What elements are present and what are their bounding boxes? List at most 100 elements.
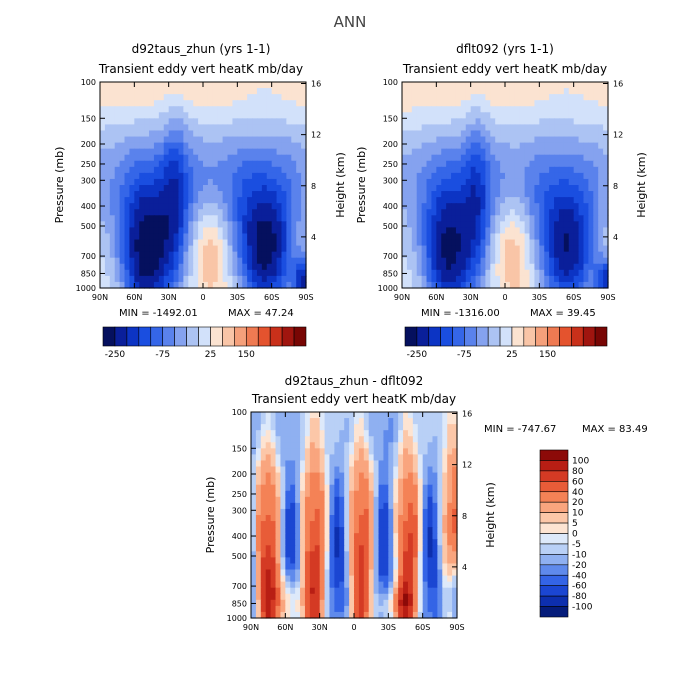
- heatmap-cell: [198, 136, 204, 144]
- heatmap-cell: [470, 197, 477, 204]
- heatmap-cell: [398, 460, 404, 468]
- heatmap-cell: [251, 496, 257, 504]
- heatmap-cell: [276, 100, 283, 107]
- heatmap-cell: [261, 106, 268, 113]
- heatmap-cell: [291, 106, 297, 113]
- heatmap-cell: [237, 178, 243, 186]
- heatmap-cell: [100, 130, 106, 138]
- heatmap-cell: [460, 263, 467, 271]
- heatmap-cell: [188, 275, 194, 283]
- heatmap-cell: [568, 112, 575, 119]
- heatmap-cell: [281, 142, 287, 150]
- heatmap-cell: [432, 611, 438, 619]
- heatmap-cell: [588, 275, 594, 283]
- heatmap-cell: [104, 281, 111, 289]
- heatmap-cell: [490, 221, 496, 229]
- heatmap-cell: [422, 587, 429, 595]
- heatmap-cell: [368, 466, 375, 474]
- heatmap-cell: [524, 82, 531, 89]
- heatmap-cell: [314, 593, 321, 601]
- heatmap-cell: [568, 239, 575, 247]
- heatmap-cell: [114, 191, 121, 198]
- heatmap-cell: [393, 508, 399, 516]
- heatmap-cell: [373, 539, 380, 546]
- heatmap-cell: [280, 605, 286, 613]
- heatmap-cell: [334, 418, 340, 425]
- heatmap-cell: [286, 239, 292, 247]
- heatmap-cell: [534, 281, 540, 289]
- heatmap-cell: [275, 515, 282, 522]
- heatmap-cell: [349, 545, 355, 552]
- heatmap-cell: [588, 197, 594, 204]
- heatmap-cell: [286, 281, 292, 289]
- heatmap-cell: [183, 154, 189, 162]
- heatmap-cell: [378, 605, 385, 613]
- heatmap-cell: [309, 575, 316, 583]
- heatmap-cell: [265, 478, 272, 486]
- heatmap-cell: [261, 124, 268, 132]
- heatmap-cell: [271, 166, 278, 174]
- heatmap-cell: [500, 263, 506, 271]
- heatmap-cell: [173, 118, 180, 126]
- heatmap-cell: [436, 160, 442, 168]
- heatmap-cell: [412, 430, 419, 437]
- heatmap-cell: [339, 557, 345, 565]
- heatmap-cell: [354, 502, 360, 510]
- heatmap-cell: [222, 100, 229, 107]
- heatmap-cell: [403, 466, 409, 474]
- heatmap-cell: [417, 424, 424, 431]
- heatmap-cell: [485, 178, 491, 186]
- heatmap-cell: [373, 557, 380, 565]
- heatmap-cell: [242, 106, 248, 113]
- heatmap-cell: [281, 215, 287, 222]
- heatmap-cell: [465, 88, 472, 95]
- heatmap-cell: [480, 166, 486, 174]
- heatmap-cell: [460, 233, 467, 241]
- heatmap-cell: [407, 605, 414, 613]
- heatmap-cell: [300, 521, 306, 528]
- heatmap-cell: [163, 227, 170, 235]
- heatmap-cell: [549, 94, 555, 101]
- heatmap-cell: [436, 82, 442, 89]
- heatmap-cell: [558, 239, 565, 247]
- heatmap-cell: [129, 215, 135, 222]
- heatmap-cell: [432, 478, 438, 486]
- heatmap-cell: [193, 257, 199, 265]
- heatmap-cell: [441, 185, 447, 192]
- heatmap-cell: [291, 94, 297, 101]
- heatmap-cell: [260, 563, 267, 571]
- heatmap-cell: [270, 508, 277, 516]
- heatmap-cell: [134, 118, 140, 126]
- heatmap-cell: [534, 166, 540, 174]
- heatmap-cell: [529, 88, 536, 95]
- heatmap-cell: [417, 502, 424, 510]
- heatmap-cell: [114, 281, 121, 289]
- heatmap-cell: [281, 197, 287, 204]
- heatmap-cell: [598, 160, 604, 168]
- heatmap-cell: [378, 496, 385, 504]
- heatmap-cell: [319, 508, 326, 516]
- heatmap-cell: [247, 118, 253, 126]
- heatmap-cell: [139, 166, 145, 174]
- heatmap-cell: [270, 472, 277, 480]
- heatmap-cell: [406, 227, 413, 235]
- heatmap-cell: [168, 160, 175, 168]
- heatmap-cell: [198, 197, 204, 204]
- heatmap-cell: [255, 430, 262, 437]
- heatmap-cell: [437, 545, 443, 552]
- heatmap-cell: [255, 484, 262, 492]
- heatmap-cell: [256, 106, 263, 113]
- heatmap-cell: [373, 424, 380, 431]
- heatmap-cell: [290, 484, 296, 492]
- heatmap-cell: [260, 521, 267, 528]
- heatmap-cell: [470, 281, 477, 289]
- heatmap-cell: [134, 82, 140, 89]
- heatmap-cell: [270, 442, 277, 449]
- heatmap-cell: [446, 112, 452, 119]
- heatmap-cell: [549, 118, 555, 126]
- heatmap-cell: [421, 191, 428, 198]
- heatmap-cell: [168, 178, 175, 186]
- heatmap-cell: [344, 502, 350, 510]
- heatmap-cell: [417, 442, 424, 449]
- heatmap-cell: [296, 124, 302, 132]
